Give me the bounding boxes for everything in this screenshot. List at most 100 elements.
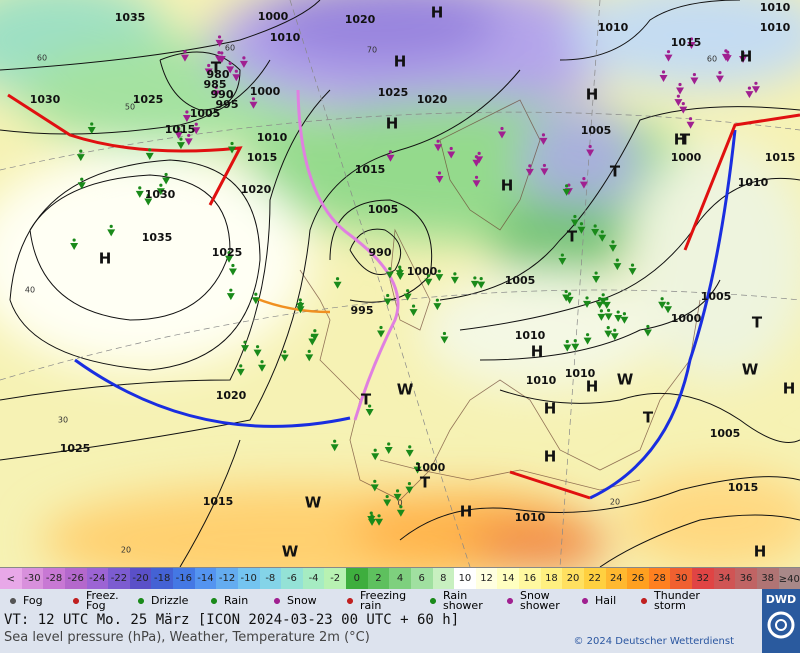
rain-shower-symbol xyxy=(604,330,613,338)
precip-dot xyxy=(373,479,377,483)
rain-shower-symbol xyxy=(608,244,617,252)
pressure-label: 1010 xyxy=(598,21,629,34)
temperature-label: 30 xyxy=(58,416,68,425)
rain-shower-symbol xyxy=(403,293,412,301)
precip-dot xyxy=(333,439,337,443)
rain-shower-symbol xyxy=(565,296,574,304)
pressure-center: W xyxy=(742,361,759,379)
pressure-label: 1010 xyxy=(270,31,301,44)
rain-shower-symbol xyxy=(409,309,418,317)
rain-shower-symbol xyxy=(613,263,622,271)
precip-dot xyxy=(681,101,685,106)
precip-dot xyxy=(605,297,609,301)
snow-shower-symbol xyxy=(539,137,548,145)
legend-label: Snow xyxy=(287,593,317,607)
scale-label: ≥40 xyxy=(778,574,800,585)
rain-shower-symbol xyxy=(393,493,402,501)
pressure-label: 980 xyxy=(207,68,230,81)
pressure-center: H xyxy=(501,177,514,195)
scale-cell: 20 xyxy=(562,568,584,590)
rain-shower-symbol xyxy=(610,333,619,341)
precip-dot xyxy=(613,328,617,332)
precip-dot xyxy=(177,127,181,131)
scale-label: < xyxy=(6,574,15,585)
rain-shower-symbol xyxy=(162,177,171,185)
snow-shower-symbol xyxy=(249,101,258,109)
rain-shower-symbol xyxy=(450,276,459,284)
legend-item: Freezing rain xyxy=(343,590,420,611)
snow-shower-symbol xyxy=(497,131,506,139)
rain-shower-symbol xyxy=(251,297,260,305)
scale-cell: -14 xyxy=(194,568,217,590)
scale-cell: 18 xyxy=(540,568,563,590)
scale-cell: 16 xyxy=(519,568,541,590)
legend-icon xyxy=(270,594,284,607)
pressure-center: H xyxy=(99,250,112,268)
precip-dot xyxy=(473,276,477,280)
precip-dot xyxy=(479,277,483,281)
rain-shower-symbol xyxy=(333,281,342,289)
snow-shower-symbol xyxy=(475,156,484,164)
precip-dot xyxy=(109,224,113,228)
scale-cell: 4 xyxy=(389,568,411,590)
pressure-label: 1015 xyxy=(765,151,796,164)
snow-shower-symbol xyxy=(434,144,443,152)
legend-item: Snow xyxy=(270,593,337,607)
scale-cell: -2 xyxy=(324,568,346,590)
pressure-label: 1010 xyxy=(515,511,546,524)
rain-shower-symbol xyxy=(405,449,414,457)
precip-dot xyxy=(183,50,187,54)
snow-shower-symbol xyxy=(215,39,224,47)
rain-shower-symbol xyxy=(604,313,613,321)
legend-item: Fog xyxy=(6,594,63,607)
precip-dot xyxy=(395,489,400,493)
pressure-label: 1020 xyxy=(417,93,448,106)
precip-dot xyxy=(90,122,94,126)
scale-cell: 24 xyxy=(605,568,628,590)
rain-shower-symbol xyxy=(383,499,392,507)
rain-shower-symbol xyxy=(236,368,245,376)
precip-dot xyxy=(164,172,168,177)
rain-shower-symbol xyxy=(76,154,85,162)
precip-dot xyxy=(406,289,410,293)
precip-dot xyxy=(179,137,183,141)
pressure-label: 1010 xyxy=(526,374,557,387)
precip-dot xyxy=(411,304,416,308)
scale-cell: 0 xyxy=(346,568,368,590)
rain-shower-symbol xyxy=(558,258,567,266)
pressure-center: H xyxy=(740,48,753,66)
pressure-center: H xyxy=(544,400,557,418)
precip-dot xyxy=(718,70,722,75)
precip-dot xyxy=(692,72,697,77)
precip-dot xyxy=(449,146,453,151)
precip-dot xyxy=(585,333,590,337)
logo-icon xyxy=(767,611,795,639)
weather-symbols xyxy=(70,35,760,526)
graticule xyxy=(0,0,800,568)
map-labels: 1035 1000 10201010101010101010101598098599… xyxy=(25,1,795,561)
pressure-center: T xyxy=(643,409,654,427)
rain-shower-symbol xyxy=(597,313,606,321)
legend-icon xyxy=(207,594,221,607)
precip-dot xyxy=(385,494,389,499)
pressure-center: T xyxy=(211,59,222,77)
scale-cell: -22 xyxy=(108,568,130,590)
precip-dot xyxy=(229,288,233,292)
legend-icon xyxy=(134,594,148,607)
rain-shower-symbol xyxy=(396,272,405,280)
rain-shower-symbol xyxy=(583,300,592,308)
pressure-label: 1005 xyxy=(581,124,612,137)
rain-shower-symbol xyxy=(241,345,250,353)
pressure-label: 1030 xyxy=(145,188,176,201)
precip-dot xyxy=(217,50,221,55)
rain-shower-symbol xyxy=(70,243,79,251)
rain-shower-symbol xyxy=(228,268,237,276)
pressure-center: H xyxy=(460,503,473,521)
rain-shower-symbol xyxy=(591,229,600,237)
rain-shower-symbol xyxy=(383,298,392,306)
rain-shower-symbol xyxy=(310,333,319,341)
rain-shower-symbol xyxy=(365,409,374,417)
rain-shower-symbol xyxy=(477,281,486,289)
pressure-label: 1035 xyxy=(115,11,146,24)
precip-dot xyxy=(436,139,440,143)
